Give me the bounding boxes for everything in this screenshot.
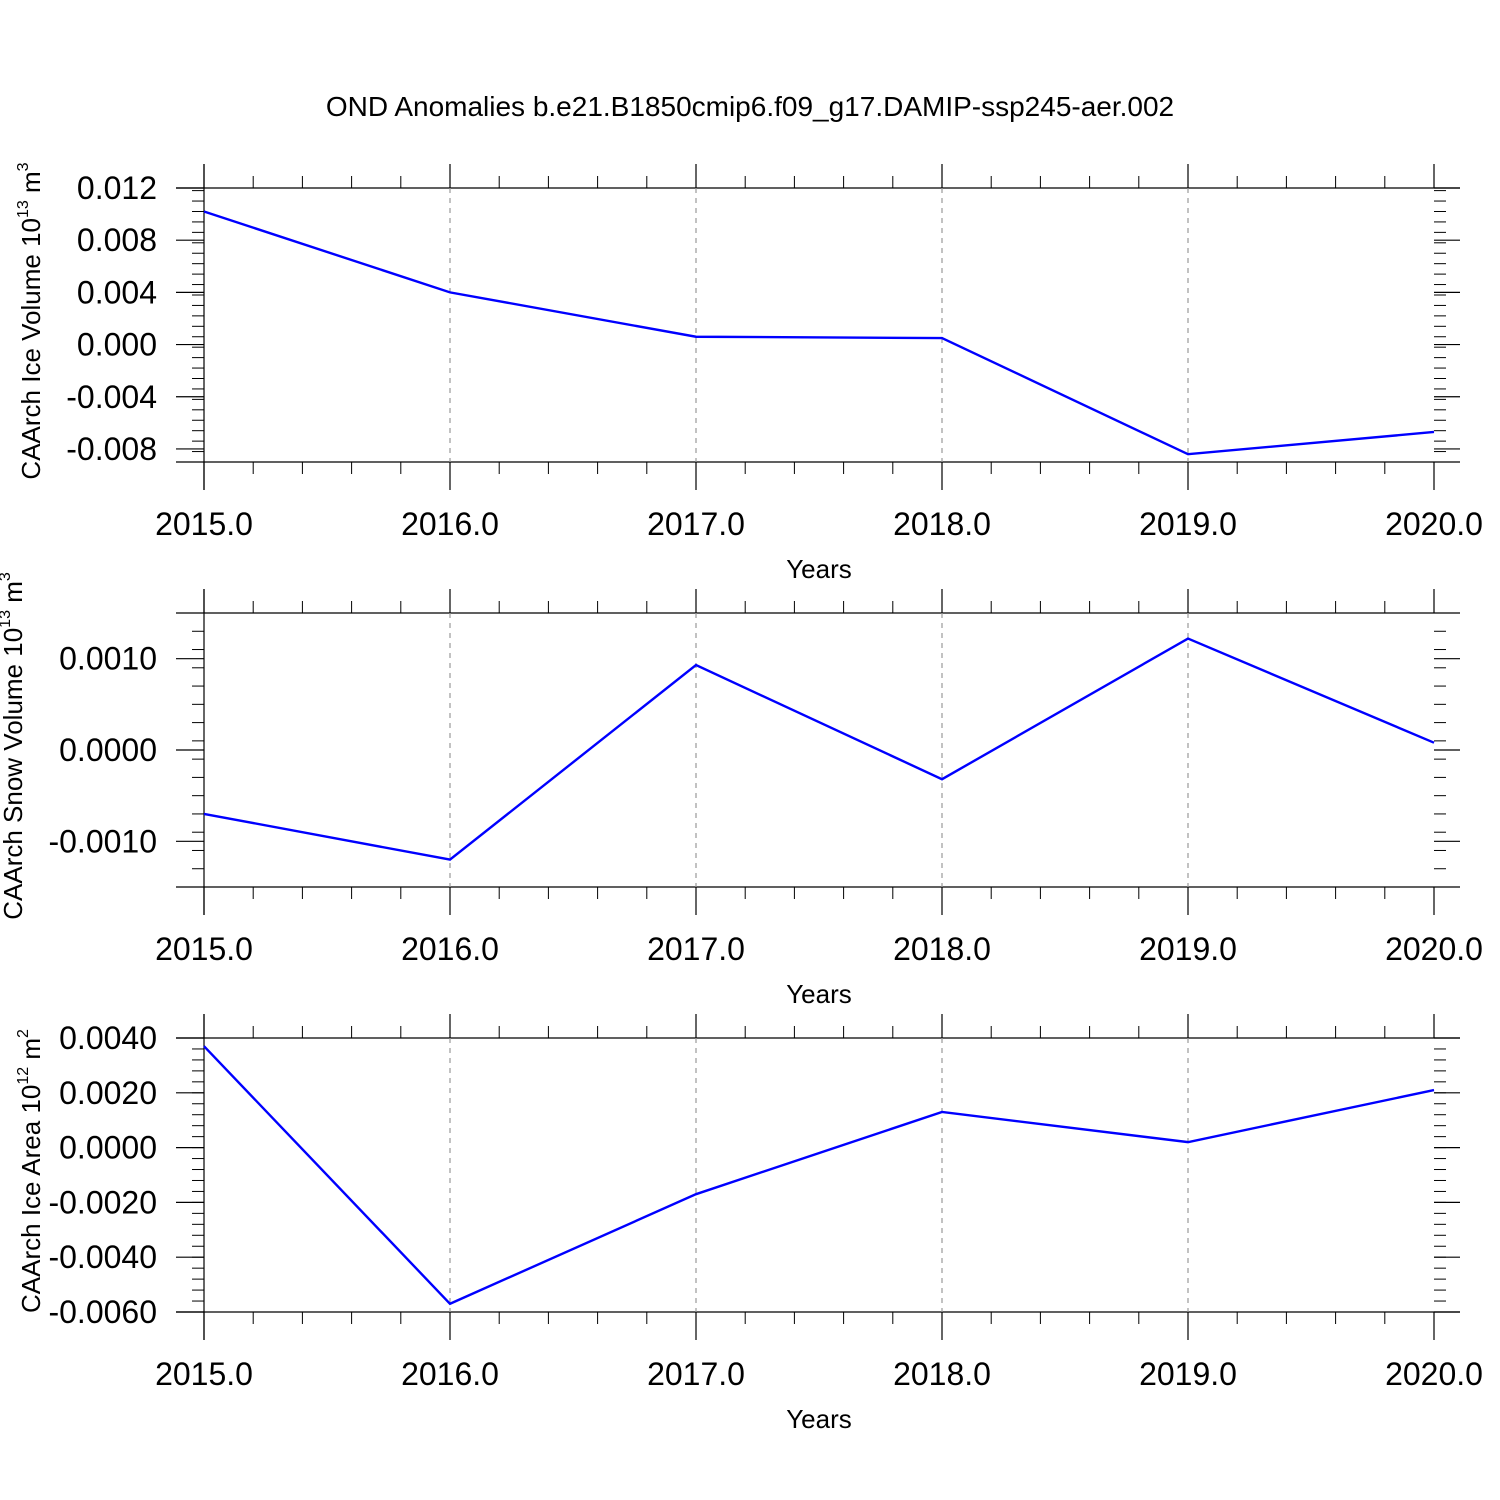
y-tick-label: -0.0020 [48,1184,157,1220]
y-tick-label: 0.000 [77,327,157,363]
y-axis-title-superscript: 3 [0,572,14,581]
series-line [203,1045,1435,1306]
x-axis-title: Years [786,979,852,1009]
x-tick-label: 2016.0 [401,1356,499,1392]
x-tick-label: 2016.0 [401,506,499,542]
y-axis-title-superscript: 12 [15,1067,32,1085]
x-tick-label: 2019.0 [1139,1356,1237,1392]
y-tick-label: -0.0010 [48,823,157,859]
y-tick-label: 0.012 [77,170,157,206]
y-tick-label: 0.0010 [59,641,157,677]
y-axis-title-text: CAArch Ice Volume 10 [16,218,46,480]
y-axis-title-superscript: 13 [15,200,32,218]
y-tick-label: 0.004 [77,274,157,310]
x-tick-label: 2017.0 [647,506,745,542]
x-tick-label: 2015.0 [155,506,253,542]
y-axis-title-text: m [16,171,46,200]
y-axis-title-superscript: 2 [15,1029,32,1038]
x-tick-label: 2020.0 [1385,1356,1483,1392]
y-axis-title: CAArch Snow Volume 1013 m3 [0,572,28,920]
y-tick-label: 0.0000 [59,732,157,768]
x-tick-label: 2018.0 [893,931,991,967]
panel-3: 2015.0 2016.0 2017.0 2018.0 2019.0 2020.0 0.00… [15,1014,1483,1434]
y-tick-label: 0.0020 [59,1075,157,1111]
y-tick-label: -0.008 [66,431,157,467]
x-axis-title: Years [786,1404,852,1434]
x-tick-label: 2016.0 [401,931,499,967]
x-tick-label: 2015.0 [155,1356,253,1392]
y-tick-label: -0.004 [66,379,157,415]
y-axis-title-text: m [16,1038,46,1067]
y-axis-title-superscript: 13 [0,610,14,628]
x-tick-label: 2018.0 [893,506,991,542]
x-tick-label: 2017.0 [647,1356,745,1392]
y-axis-title-text: CAArch Snow Volume 10 [0,628,28,920]
y-tick-label: 0.008 [77,222,157,258]
y-tick-label: 0.0000 [59,1130,157,1166]
x-tick-label: 2019.0 [1139,931,1237,967]
y-tick-label: -0.0040 [48,1239,157,1275]
chart-panels: 2015.0 2016.0 2017.0 2018.0 2019.0 2020.0 0.01… [0,162,1483,1434]
y-axis-title: CAArch Ice Volume 1013 m3 [15,162,46,479]
x-tick-label: 2015.0 [155,931,253,967]
x-tick-label: 2017.0 [647,931,745,967]
x-tick-label: 2018.0 [893,1356,991,1392]
x-tick-label: 2020.0 [1385,506,1483,542]
y-axis-title-superscript: 3 [15,162,32,171]
x-tick-label: 2019.0 [1139,506,1237,542]
y-axis-title-text: m [0,581,28,610]
y-tick-label: -0.0060 [48,1294,157,1330]
series-line [203,210,1435,456]
panel-1: 2015.0 2016.0 2017.0 2018.0 2019.0 2020.0 0.01… [15,162,1483,584]
y-axis-title-text: CAArch Ice Area 10 [16,1085,46,1313]
series-line [203,637,1435,861]
panel-2: 2015.0 2016.0 2017.0 2018.0 2019.0 2020.0 0.00… [0,572,1483,1009]
y-tick-label: 0.0040 [59,1020,157,1056]
y-axis-title: CAArch Ice Area 1012 m2 [15,1029,46,1313]
chart-title: OND Anomalies b.e21.B1850cmip6.f09_g17.D… [326,91,1174,122]
x-tick-label: 2020.0 [1385,931,1483,967]
x-axis-title: Years [786,554,852,584]
